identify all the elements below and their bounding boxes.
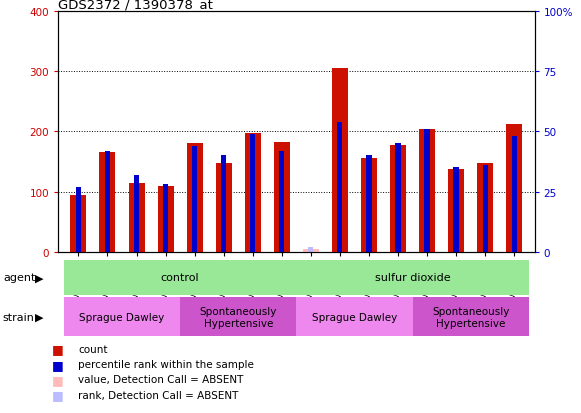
Text: rank, Detection Call = ABSENT: rank, Detection Call = ABSENT	[78, 390, 239, 400]
Bar	[221, 156, 227, 252]
Bar	[424, 130, 430, 252]
Text: ■: ■	[52, 388, 64, 401]
Bar	[163, 185, 168, 252]
Bar	[337, 123, 343, 252]
Text: sulfur dioxide: sulfur dioxide	[375, 273, 450, 283]
Bar	[506, 124, 522, 252]
Text: ■: ■	[52, 373, 64, 386]
Text: ▶: ▶	[35, 312, 44, 322]
Bar	[512, 137, 517, 252]
Bar	[64, 297, 180, 337]
Bar	[296, 297, 413, 337]
Bar	[99, 153, 116, 252]
Bar	[296, 260, 529, 295]
Bar	[309, 247, 314, 252]
Text: Spontaneously
Hypertensive: Spontaneously Hypertensive	[432, 306, 510, 328]
Bar	[157, 186, 174, 252]
Bar	[395, 144, 401, 252]
Text: count: count	[78, 344, 108, 354]
Bar	[303, 249, 319, 252]
Bar	[134, 175, 139, 252]
Bar	[448, 169, 464, 252]
Text: agent: agent	[3, 273, 35, 283]
Bar	[454, 168, 459, 252]
Bar	[419, 130, 435, 252]
Bar	[274, 143, 290, 252]
Bar	[250, 135, 256, 252]
Text: strain: strain	[3, 312, 35, 322]
Bar	[413, 297, 529, 337]
Bar	[477, 163, 493, 252]
Text: Sprague Dawley: Sprague Dawley	[80, 312, 164, 322]
Text: ▶: ▶	[35, 273, 44, 283]
Text: percentile rank within the sample: percentile rank within the sample	[78, 359, 254, 369]
Bar	[192, 147, 198, 252]
Text: GDS2372 / 1390378_at: GDS2372 / 1390378_at	[58, 0, 213, 11]
Bar	[64, 260, 296, 295]
Text: ■: ■	[52, 358, 64, 371]
Text: control: control	[161, 273, 199, 283]
Bar	[390, 145, 406, 252]
Bar	[279, 151, 285, 252]
Bar	[70, 195, 87, 252]
Text: Spontaneously
Hypertensive: Spontaneously Hypertensive	[199, 306, 277, 328]
Bar	[187, 144, 203, 252]
Bar	[128, 183, 145, 252]
Bar	[105, 151, 110, 252]
Bar	[216, 163, 232, 252]
Text: ■: ■	[52, 342, 64, 356]
Bar	[245, 134, 261, 252]
Text: Sprague Dawley: Sprague Dawley	[312, 312, 397, 322]
Bar	[76, 187, 81, 252]
Text: value, Detection Call = ABSENT: value, Detection Call = ABSENT	[78, 375, 244, 385]
Bar	[483, 166, 488, 252]
Bar	[367, 156, 372, 252]
Bar	[361, 159, 377, 252]
Bar	[332, 69, 348, 252]
Bar	[180, 297, 296, 337]
